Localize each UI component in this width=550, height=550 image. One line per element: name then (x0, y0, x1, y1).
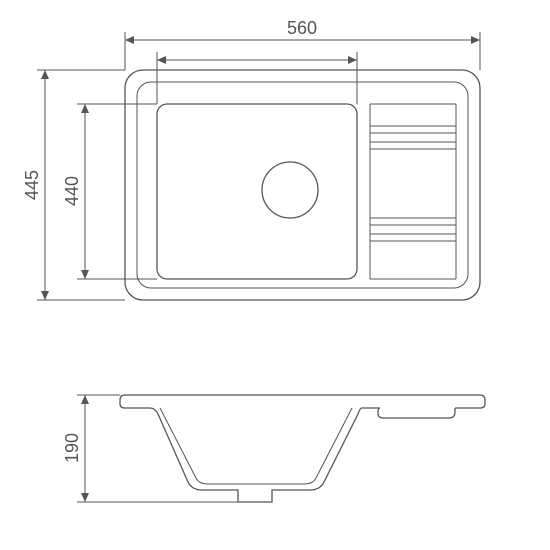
slat (370, 126, 456, 133)
drainer-well (378, 408, 455, 418)
dim-label: 440 (62, 176, 82, 206)
drain-circle (262, 162, 318, 218)
slat (370, 234, 456, 241)
dim-height-440: 440 (62, 104, 157, 279)
dim-label: 560 (287, 18, 317, 38)
dim-bowl-width (157, 52, 357, 104)
bowl-profile-inner (160, 408, 352, 484)
rim-right-lip (455, 395, 485, 408)
sink-inner-edge (137, 82, 468, 288)
dimensions: 560 445 440 (22, 18, 480, 502)
bowl-outline (157, 104, 357, 279)
slat (370, 218, 456, 225)
side-view (120, 395, 485, 502)
top-view (125, 70, 480, 300)
slat (370, 142, 456, 149)
drainer-panel (370, 104, 456, 279)
technical-drawing: 560 445 440 (0, 0, 550, 550)
dim-label: 445 (22, 170, 42, 200)
dim-width-560: 560 (125, 18, 480, 70)
dim-label: 190 (62, 433, 82, 463)
bowl-profile (150, 408, 362, 502)
rim-left-lip (120, 395, 150, 408)
dim-depth-190: 190 (62, 395, 238, 502)
